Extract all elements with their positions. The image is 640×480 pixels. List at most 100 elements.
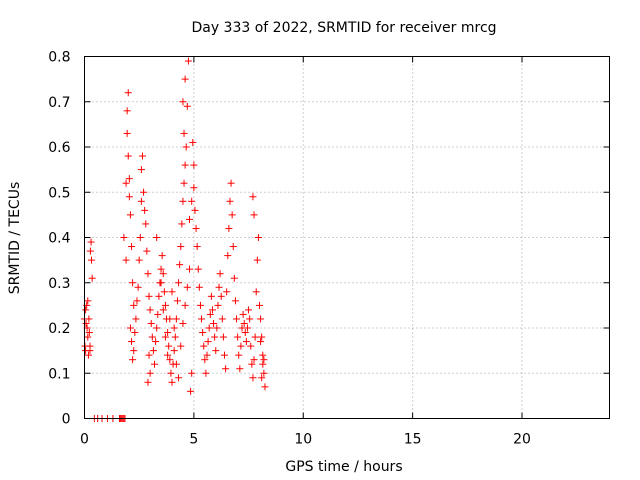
data-point xyxy=(172,360,180,368)
y-tick-label: 0.1 xyxy=(48,366,70,382)
data-point xyxy=(222,365,230,373)
data-point xyxy=(159,270,167,278)
data-point xyxy=(257,315,265,323)
data-point xyxy=(248,360,256,368)
data-point xyxy=(137,197,145,205)
data-point xyxy=(148,333,156,341)
data-point xyxy=(198,315,206,323)
data-point xyxy=(218,315,226,323)
data-point xyxy=(137,166,145,174)
data-point xyxy=(231,297,239,305)
data-point xyxy=(126,324,134,332)
y-tick-label: 0.8 xyxy=(48,50,70,66)
data-point xyxy=(129,356,137,364)
data-point xyxy=(170,347,178,355)
data-point xyxy=(145,292,153,300)
data-point xyxy=(228,211,236,219)
data-point xyxy=(260,356,268,364)
y-tick-label: 0.6 xyxy=(48,140,70,156)
data-point xyxy=(141,206,149,214)
data-point xyxy=(123,129,131,137)
data-point xyxy=(205,324,213,332)
data-point xyxy=(256,301,263,309)
data-point xyxy=(129,279,137,287)
data-point xyxy=(184,57,192,65)
data-point xyxy=(200,342,208,350)
y-tick-label: 0.4 xyxy=(48,231,70,247)
data-point xyxy=(171,333,179,341)
data-point xyxy=(155,292,163,300)
data-point xyxy=(125,193,133,201)
data-point xyxy=(215,283,223,291)
data-point xyxy=(203,351,211,359)
data-point xyxy=(187,387,195,395)
data-point xyxy=(183,102,191,110)
grid-lines xyxy=(84,56,610,419)
data-point xyxy=(208,306,216,314)
y-tick-label: 0.7 xyxy=(48,95,70,111)
data-point xyxy=(178,220,186,228)
data-point xyxy=(164,329,172,337)
data-point xyxy=(216,270,224,278)
data-point xyxy=(233,315,241,323)
data-point xyxy=(201,356,209,364)
data-point xyxy=(134,283,142,291)
y-axis-label: SRMTID / TECUs xyxy=(7,182,23,295)
data-point xyxy=(132,315,140,323)
data-point xyxy=(124,89,132,97)
data-point xyxy=(122,179,130,187)
data-point xyxy=(151,360,158,368)
data-point xyxy=(166,315,174,323)
data-point xyxy=(182,143,190,151)
data-point xyxy=(85,315,93,323)
data-point xyxy=(84,351,92,359)
chart-title: Day 333 of 2022, SRMTID for receiver mrc… xyxy=(191,20,496,36)
x-axis-label: GPS time / hours xyxy=(285,459,402,475)
data-point xyxy=(165,342,173,350)
data-point xyxy=(140,188,148,196)
data-point xyxy=(157,279,165,287)
data-point xyxy=(161,333,169,341)
data-point xyxy=(202,369,210,377)
data-point xyxy=(204,338,212,346)
data-point xyxy=(175,374,183,382)
data-point xyxy=(87,238,95,246)
x-tick-label: 10 xyxy=(294,432,312,448)
data-point xyxy=(146,369,154,377)
data-point xyxy=(194,265,202,273)
data-point xyxy=(190,184,198,192)
data-point xyxy=(254,234,262,241)
y-tick-label: 0.5 xyxy=(48,185,70,201)
data-point xyxy=(122,256,130,264)
data-point xyxy=(239,310,247,318)
x-axis-ticks: 0 5 10 15 20 xyxy=(80,56,531,448)
data-point xyxy=(177,342,185,350)
data-point xyxy=(224,252,232,260)
data-point xyxy=(249,193,257,201)
data-point xyxy=(82,306,90,314)
data-point xyxy=(145,351,153,359)
data-point xyxy=(247,342,255,350)
data-point xyxy=(128,243,136,251)
data-point xyxy=(207,292,215,300)
data-points xyxy=(81,57,269,422)
data-point xyxy=(84,333,92,341)
data-point xyxy=(130,347,138,355)
data-point xyxy=(257,338,265,346)
data-point xyxy=(258,333,266,341)
data-point xyxy=(180,179,188,187)
data-point xyxy=(85,329,93,337)
data-point xyxy=(229,243,237,251)
data-point xyxy=(212,347,220,355)
data-point xyxy=(181,301,189,309)
data-point xyxy=(221,351,228,359)
x-tick-label: 20 xyxy=(513,432,531,448)
data-point xyxy=(258,374,266,382)
data-point xyxy=(253,256,261,264)
data-point xyxy=(153,234,161,241)
y-axis-ticks: 0 0.1 0.2 0.3 0.4 0.5 0.6 0.7 0.8 xyxy=(48,50,610,428)
data-point xyxy=(181,161,189,169)
data-point xyxy=(135,256,143,264)
data-point xyxy=(259,351,267,359)
